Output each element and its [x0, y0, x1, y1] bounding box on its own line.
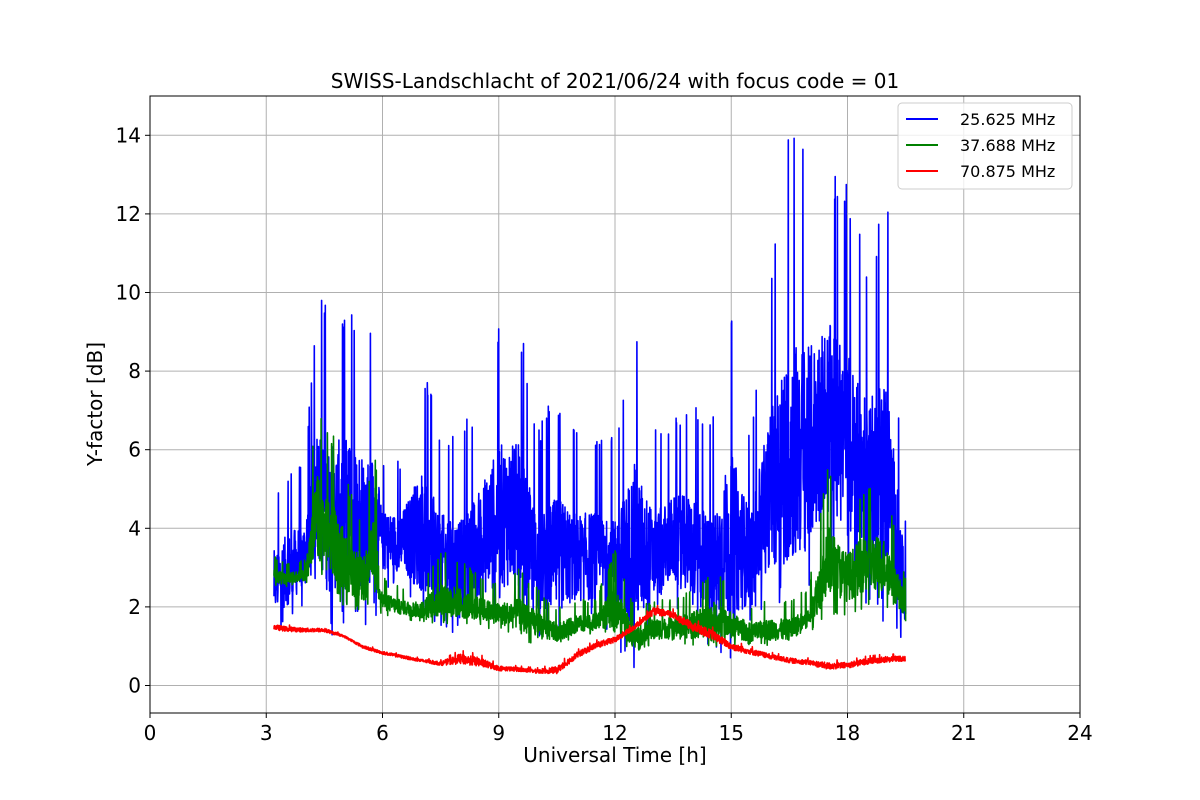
x-tick-label: 24 [1067, 721, 1092, 745]
y-tick-label: 2 [128, 595, 141, 619]
chart-title: SWISS-Landschlacht of 2021/06/24 with fo… [331, 69, 899, 93]
y-tick-label: 8 [128, 359, 141, 383]
y-tick-label: 4 [128, 516, 141, 540]
series-line-2 [273, 604, 907, 675]
y-tick-label: 12 [116, 202, 141, 226]
x-tick-label: 0 [144, 721, 157, 745]
y-axis-title: Y-factor [dB] [83, 342, 107, 467]
x-axis-title: Universal Time [h] [523, 743, 706, 767]
y-tick-label: 6 [128, 438, 141, 462]
legend-label: 25.625 MHz [960, 110, 1055, 129]
legend: 25.625 MHz 37.688 MHz 70.875 MHz [897, 102, 1073, 190]
legend-label: 37.688 MHz [960, 136, 1055, 155]
x-tick-label: 6 [376, 721, 389, 745]
series-line-1 [273, 417, 907, 651]
legend-frame [897, 102, 1073, 190]
y-tick-label: 0 [128, 673, 141, 697]
y-tick-label: 10 [116, 280, 141, 304]
y-tick-label: 14 [116, 123, 141, 147]
x-tick-label: 21 [951, 721, 976, 745]
series-line-0 [273, 137, 907, 669]
series-layer [273, 137, 907, 675]
x-tick-label: 12 [602, 721, 627, 745]
x-tick-label: 9 [492, 721, 505, 745]
x-tick-label: 3 [260, 721, 273, 745]
x-tick-label: 18 [835, 721, 860, 745]
legend-label: 70.875 MHz [960, 162, 1055, 181]
x-tick-label: 15 [719, 721, 744, 745]
